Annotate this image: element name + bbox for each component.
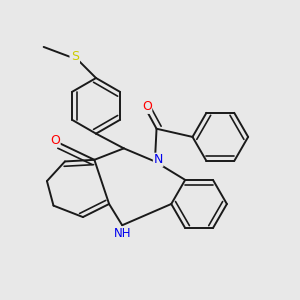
Text: S: S — [71, 50, 79, 63]
Text: O: O — [142, 100, 152, 113]
Text: NH: NH — [113, 227, 131, 240]
Text: O: O — [50, 134, 60, 147]
Text: N: N — [154, 153, 163, 166]
